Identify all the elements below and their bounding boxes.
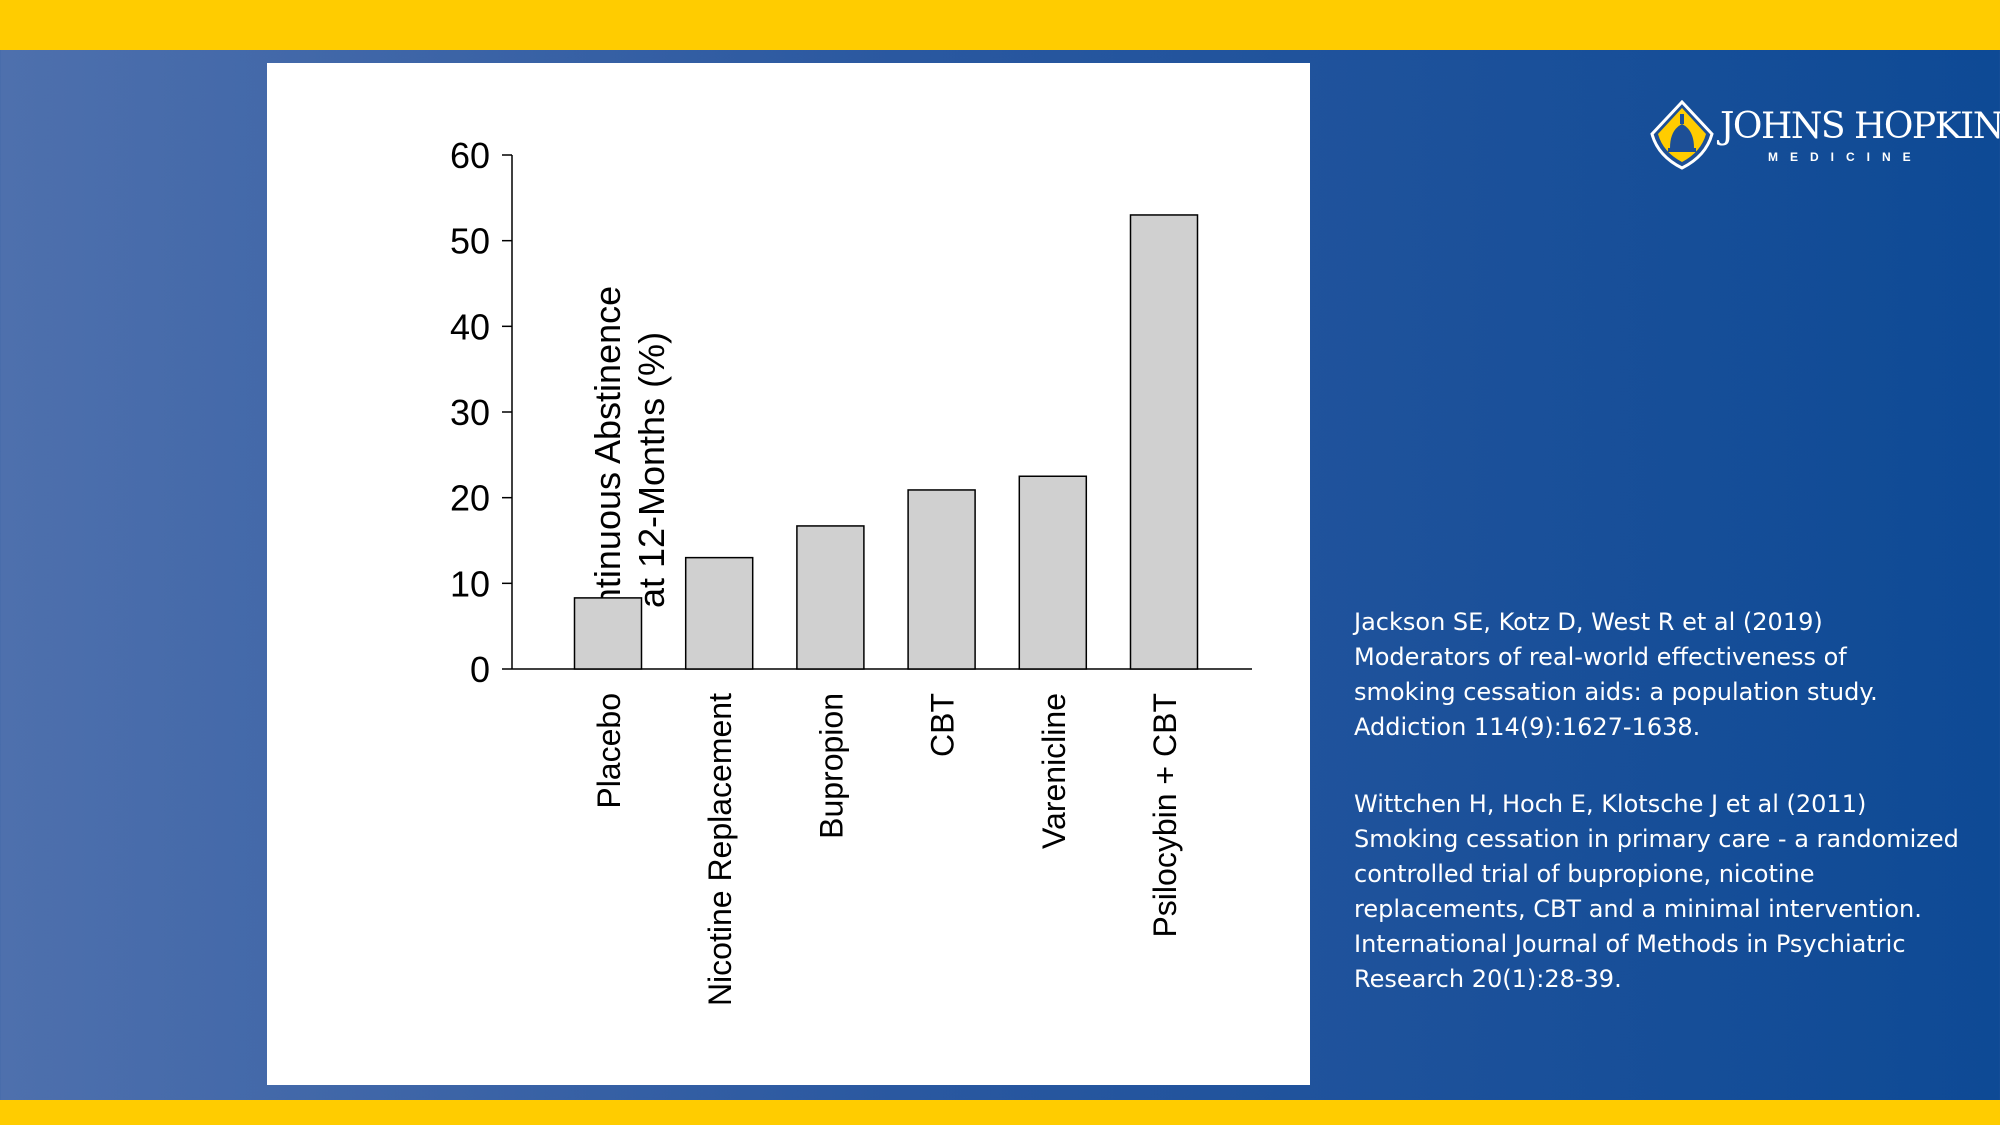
bar-bupropion xyxy=(796,525,865,670)
reference-line: Moderators of real-world effectiveness o… xyxy=(1354,643,1847,671)
bar-varenicline xyxy=(1018,475,1088,670)
reference-line: smoking cessation aids: a population stu… xyxy=(1354,678,1878,706)
reference-line: Research 20(1):28-39. xyxy=(1354,965,1622,993)
bar-nicotine-replacement xyxy=(684,556,754,670)
y-tick-label: 60 xyxy=(450,135,490,176)
reference-line: Jackson SE, Kotz D, West R et al (2019) xyxy=(1354,608,1823,636)
x-tick-label: CBT xyxy=(925,693,961,757)
logo-subtext: MEDICINE xyxy=(1768,150,1923,164)
references-block: Jackson SE, Kotz D, West R et al (2019) … xyxy=(1354,605,1974,1039)
logo-wordmark: JOHNS HOPKINS xyxy=(1720,106,2000,147)
y-tick-label: 0 xyxy=(470,649,490,690)
y-axis-label: Continuous Abstinence at 12-Months (%) xyxy=(587,286,672,654)
y-tick-label: 20 xyxy=(450,478,490,519)
bottom-gold-band xyxy=(0,1100,2000,1125)
bar-chart: Continuous Abstinence at 12-Months (%) 0… xyxy=(450,135,1252,1006)
y-axis-label-line-1: Continuous Abstinence xyxy=(587,286,628,654)
x-tick-label: Nicotine Replacement xyxy=(702,693,738,1006)
y-axis-ticks: 0 10 20 30 40 50 60 xyxy=(450,135,512,690)
top-gold-band xyxy=(0,0,2000,50)
johns-hopkins-logo: JOHNS HOPKINS MEDICINE xyxy=(1648,99,2000,172)
reference-line: Wittchen H, Hoch E, Klotsche J et al (20… xyxy=(1354,790,1867,818)
reference-line: Smoking cessation in primary care - a ra… xyxy=(1354,825,1959,853)
x-tick-label: Varenicline xyxy=(1036,693,1072,849)
chart-panel: Continuous Abstinence at 12-Months (%) 0… xyxy=(267,63,1310,1085)
y-axis-label-line-2: at 12-Months (%) xyxy=(631,332,672,608)
reference-line: replacements, CBT and a minimal interven… xyxy=(1354,895,1922,923)
bar-series xyxy=(573,214,1199,670)
y-tick-label: 40 xyxy=(450,306,490,347)
shield-icon xyxy=(1650,99,1714,170)
x-tick-label: Placebo xyxy=(591,693,627,809)
reference-2: Wittchen H, Hoch E, Klotsche J et al (20… xyxy=(1354,787,1974,997)
bar-cbt xyxy=(907,489,976,670)
bar-placebo xyxy=(573,597,643,670)
y-tick-label: 10 xyxy=(450,563,490,604)
y-tick-label: 30 xyxy=(450,392,490,433)
reference-line: controlled trial of bupropione, nicotine xyxy=(1354,860,1815,888)
reference-line: International Journal of Methods in Psyc… xyxy=(1354,930,1906,958)
reference-1: Jackson SE, Kotz D, West R et al (2019) … xyxy=(1354,605,1974,745)
x-tick-label: Bupropion xyxy=(813,693,849,839)
x-tick-label: Psilocybin + CBT xyxy=(1147,693,1183,938)
x-axis-tick-labels: Placebo Nicotine Replacement Bupropion CBT V… xyxy=(591,693,1183,1006)
bar-psilocybin-cbt xyxy=(1129,214,1199,670)
reference-line: Addiction 114(9):1627-1638. xyxy=(1354,713,1701,741)
y-tick-label: 50 xyxy=(450,221,490,262)
